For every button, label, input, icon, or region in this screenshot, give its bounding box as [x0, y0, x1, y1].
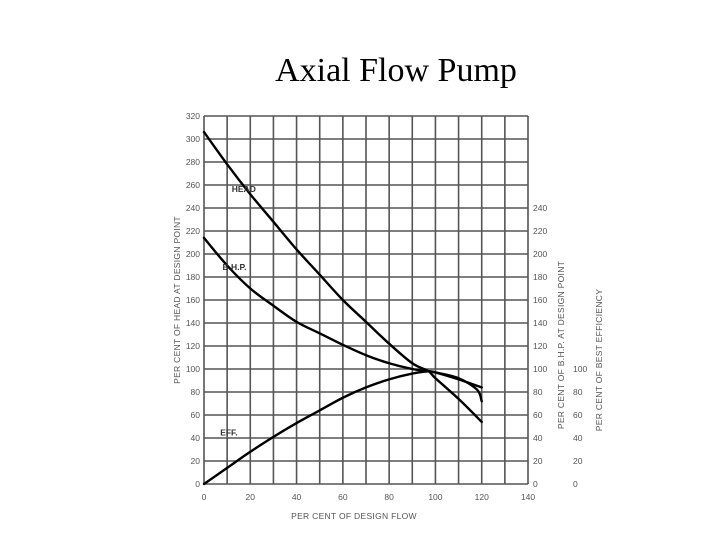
x-axis-label: PER CENT OF DESIGN FLOW: [291, 511, 417, 521]
y-left-tick-label: 160: [186, 295, 200, 305]
x-tick-label: 0: [202, 492, 207, 502]
x-tick-label: 20: [246, 492, 256, 502]
y-left-tick-label: 120: [186, 341, 200, 351]
y-left-tick-label: 200: [186, 249, 200, 259]
y-left-tick-label: 140: [186, 318, 200, 328]
x-tick-label: 60: [338, 492, 348, 502]
y-right-bhp-axis-label: PER CENT OF B.H.P. AT DESIGN POINT: [556, 261, 566, 429]
y-right-bhp-tick-label: 220: [533, 226, 547, 236]
chart-grid: [203, 115, 529, 485]
curve-label-head: HEAD: [232, 184, 256, 194]
y-right-eff-axis-label: PER CENT OF BEST EFFICIENCY: [594, 289, 604, 431]
slide-title: Axial Flow Pump: [275, 52, 517, 89]
y-right-eff-tick-label: 100: [573, 364, 587, 374]
y-left-tick-label: 80: [191, 387, 201, 397]
y-right-bhp-tick-label: 0: [533, 479, 538, 489]
y-right-eff-tick-label: 80: [573, 387, 583, 397]
y-left-axis-label: PER CENT OF HEAD AT DESIGN POINT: [172, 216, 182, 384]
y-left-tick-label: 100: [186, 364, 200, 374]
curve-label-eff: EFF.: [220, 428, 237, 438]
x-tick-label: 120: [475, 492, 489, 502]
y-left-tick-label: 40: [191, 433, 201, 443]
y-right-bhp-tick-label: 200: [533, 249, 547, 259]
x-tick-label: 100: [428, 492, 442, 502]
y-right-bhp-tick-label: 160: [533, 295, 547, 305]
y-right-bhp-tick-label: 80: [533, 387, 543, 397]
y-right-eff-tick-label: 60: [573, 410, 583, 420]
chart-curves: [202, 130, 483, 486]
y-left-tick-label: 280: [186, 157, 200, 167]
x-tick-label: 40: [292, 492, 302, 502]
y-left-tick-label: 0: [195, 479, 200, 489]
y-right-bhp-tick-label: 20: [533, 456, 543, 466]
y-left-tick-label: 260: [186, 180, 200, 190]
y-left-tick-label: 320: [186, 111, 200, 121]
y-left-tick-label: 180: [186, 272, 200, 282]
y-right-bhp-tick-label: 100: [533, 364, 547, 374]
y-left-tick-label: 300: [186, 134, 200, 144]
y-right-bhp-tick-label: 120: [533, 341, 547, 351]
y-right-eff-tick-label: 40: [573, 433, 583, 443]
x-tick-label: 80: [384, 492, 394, 502]
y-right-eff-tick-label: 20: [573, 456, 583, 466]
y-left-tick-label: 60: [191, 410, 201, 420]
y-right-eff-tick-label: 0: [573, 479, 578, 489]
y-left-tick-label: 220: [186, 226, 200, 236]
chart-labels: 0 20 40 60 80 100 120 140 0 20 40 60 80 100 120 140 160 1…: [172, 111, 604, 521]
y-right-bhp-tick-label: 40: [533, 433, 543, 443]
y-right-bhp-tick-label: 140: [533, 318, 547, 328]
curve-label-bhp: B.H.P.: [223, 262, 247, 272]
y-right-bhp-tick-label: 240: [533, 203, 547, 213]
x-tick-label: 140: [521, 492, 535, 502]
y-left-tick-label: 20: [191, 456, 201, 466]
y-left-tick-label: 240: [186, 203, 200, 213]
y-right-bhp-tick-label: 180: [533, 272, 547, 282]
curve-eff: [202, 370, 483, 486]
y-right-bhp-tick-label: 60: [533, 410, 543, 420]
curve-head: [202, 130, 483, 424]
